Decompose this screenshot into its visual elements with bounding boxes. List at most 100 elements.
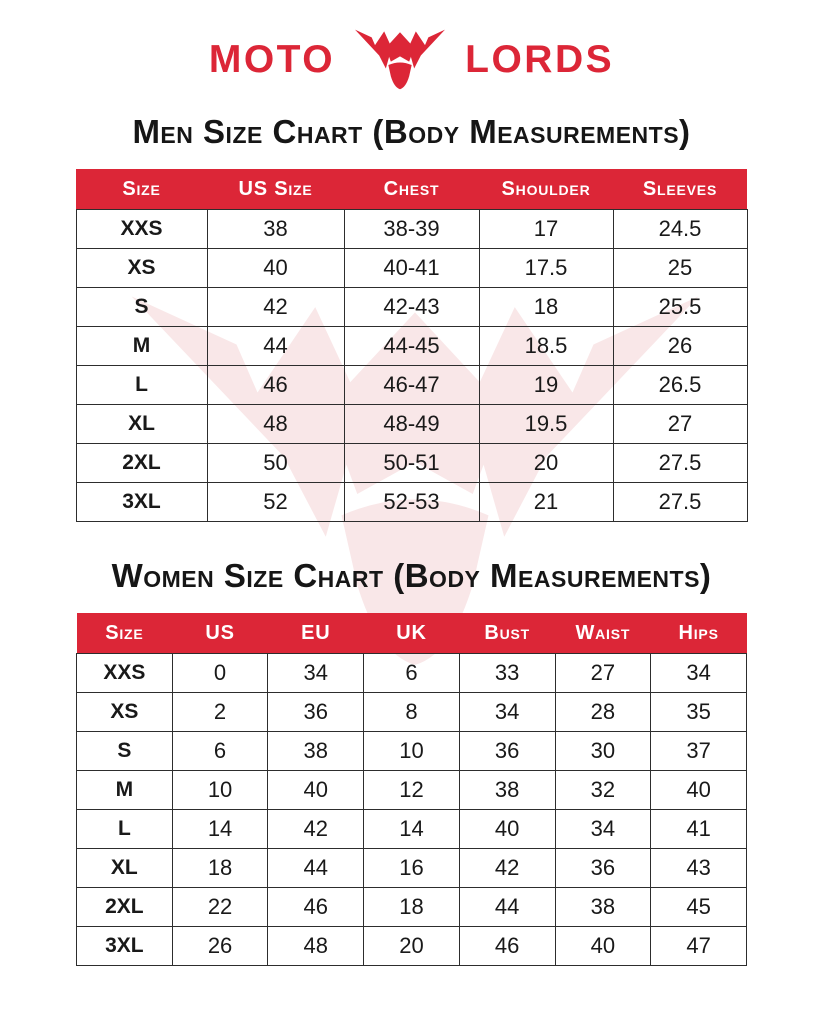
value-cell: 10 [363, 731, 460, 771]
value-cell: 41 [650, 809, 747, 849]
women-header-row: Size US EU UK Bust Waist Hips [76, 613, 747, 654]
value-cell: 46 [206, 365, 345, 405]
value-cell: 52 [206, 482, 345, 522]
women-col-header-eu: EU [267, 613, 364, 654]
value-cell: 44 [267, 848, 365, 888]
value-cell: 44-45 [343, 326, 480, 366]
value-cell: 40 [554, 926, 652, 966]
women-size-table: Size US EU UK Bust Waist Hips XXS 0 34 6… [76, 613, 747, 966]
value-cell: 42 [458, 848, 556, 888]
value-cell: 40 [650, 770, 747, 810]
value-cell: 17.5 [478, 248, 614, 288]
value-cell: 52-53 [343, 482, 480, 522]
table-row: S 42 42-43 18 25.5 [75, 287, 748, 327]
value-cell: 38 [267, 731, 365, 771]
value-cell: 44 [458, 887, 556, 927]
value-cell: 48 [206, 404, 345, 444]
value-cell: 26 [612, 326, 748, 366]
table-row: L 14 42 14 40 34 41 [76, 809, 747, 849]
value-cell: 6 [171, 731, 269, 771]
value-cell: 14 [363, 809, 460, 849]
value-cell: 34 [554, 809, 652, 849]
men-col-header-chest: Chest [344, 169, 479, 210]
size-cell: XS [76, 692, 173, 732]
value-cell: 21 [478, 482, 614, 522]
value-cell: 43 [650, 848, 747, 888]
value-cell: 42-43 [343, 287, 480, 327]
value-cell: 25 [612, 248, 748, 288]
value-cell: 25.5 [612, 287, 748, 327]
value-cell: 27 [554, 653, 652, 693]
value-cell: 40-41 [343, 248, 480, 288]
table-row: XS 40 40-41 17.5 25 [75, 248, 748, 288]
value-cell: 36 [458, 731, 556, 771]
value-cell: 48-49 [343, 404, 480, 444]
value-cell: 0 [171, 653, 269, 693]
men-col-header-us-size: US Size [207, 169, 344, 210]
size-cell: XL [76, 848, 173, 888]
table-row: XL 48 48-49 19.5 27 [75, 404, 748, 444]
size-cell: XXS [76, 653, 173, 693]
women-col-header-hips: Hips [650, 613, 747, 654]
table-row: S 6 38 10 36 30 37 [76, 731, 747, 771]
size-cell: XL [75, 404, 208, 444]
value-cell: 17 [478, 209, 614, 249]
value-cell: 14 [171, 809, 269, 849]
value-cell: 40 [206, 248, 345, 288]
table-row: M 44 44-45 18.5 26 [75, 326, 748, 366]
value-cell: 19.5 [478, 404, 614, 444]
value-cell: 28 [554, 692, 652, 732]
value-cell: 33 [458, 653, 556, 693]
size-cell: XS [75, 248, 208, 288]
size-cell: 3XL [76, 926, 173, 966]
value-cell: 30 [554, 731, 652, 771]
men-col-header-size: Size [76, 169, 207, 210]
value-cell: 38 [458, 770, 556, 810]
value-cell: 24.5 [612, 209, 748, 249]
size-cell: 2XL [76, 887, 173, 927]
table-row: XXS 38 38-39 17 24.5 [75, 209, 748, 249]
size-cell: 2XL [75, 443, 208, 483]
value-cell: 40 [458, 809, 556, 849]
value-cell: 38-39 [343, 209, 480, 249]
women-col-header-bust: Bust [459, 613, 556, 654]
table-row: XS 2 36 8 34 28 35 [76, 692, 747, 732]
value-cell: 37 [650, 731, 747, 771]
winged-helmet-emblem-icon [355, 29, 446, 90]
brand-word-moto: MOTO [208, 37, 336, 81]
value-cell: 6 [363, 653, 460, 693]
value-cell: 2 [171, 692, 269, 732]
value-cell: 22 [171, 887, 269, 927]
value-cell: 48 [267, 926, 365, 966]
value-cell: 36 [554, 848, 652, 888]
men-size-table: Size US Size Chest Shoulder Sleeves XXS … [75, 169, 748, 522]
men-section-title: Men Size Chart (Body Measurements) [132, 113, 691, 150]
value-cell: 20 [363, 926, 460, 966]
value-cell: 26 [171, 926, 269, 966]
table-row: 2XL 22 46 18 44 38 45 [76, 887, 747, 927]
size-cell: L [75, 365, 208, 405]
value-cell: 50 [206, 443, 345, 483]
value-cell: 19 [478, 365, 614, 405]
value-cell: 42 [206, 287, 345, 327]
brand-logo: MOTO LORDS [0, 0, 823, 98]
women-section-title: Women Size Chart (Body Measurements) [111, 557, 712, 594]
value-cell: 8 [363, 692, 460, 732]
value-cell: 45 [650, 887, 747, 927]
table-row: XL 18 44 16 42 36 43 [76, 848, 747, 888]
value-cell: 47 [650, 926, 747, 966]
value-cell: 18 [171, 848, 269, 888]
value-cell: 18 [363, 887, 460, 927]
table-row: XXS 0 34 6 33 27 34 [76, 653, 747, 693]
table-row: 3XL 26 48 20 46 40 47 [76, 926, 747, 966]
value-cell: 18 [478, 287, 614, 327]
women-col-header-uk: UK [363, 613, 460, 654]
value-cell: 40 [267, 770, 365, 810]
value-cell: 27.5 [612, 443, 748, 483]
value-cell: 44 [206, 326, 345, 366]
value-cell: 27.5 [612, 482, 748, 522]
men-col-header-sleeves: Sleeves [613, 169, 747, 210]
size-cell: M [76, 770, 173, 810]
value-cell: 20 [478, 443, 614, 483]
